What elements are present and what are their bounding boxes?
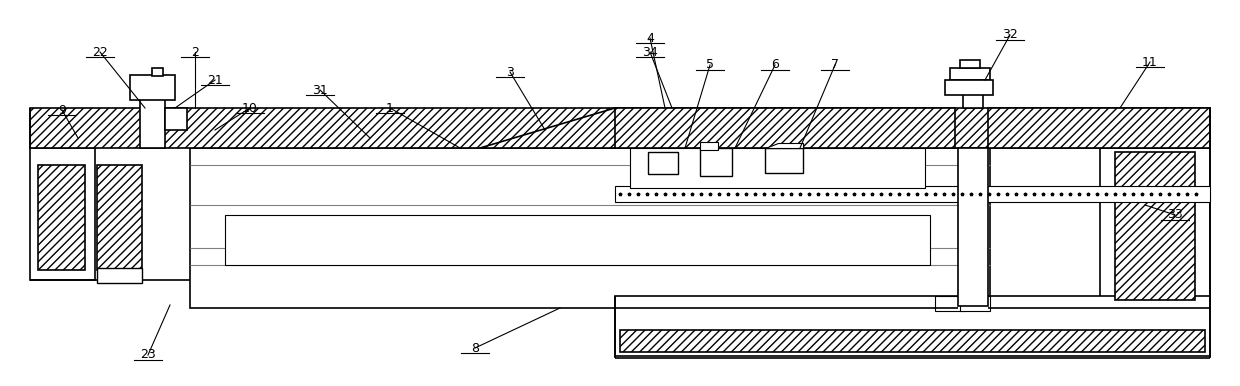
Text: 22: 22 [92,46,108,59]
Bar [701,148,732,176]
Text: 31: 31 [312,83,327,96]
Text: 6: 6 [771,59,779,71]
Bar [649,152,678,174]
Text: 4: 4 [646,32,653,44]
Text: 8: 8 [471,342,479,354]
Text: 5: 5 [706,59,714,71]
Bar [615,296,1210,356]
Bar [959,148,988,306]
Bar [630,148,925,188]
Text: 10: 10 [242,102,258,115]
Text: 23: 23 [140,349,156,362]
Text: 34: 34 [642,46,658,59]
Text: 2: 2 [191,46,198,59]
Bar [140,83,165,148]
Text: 9: 9 [58,103,66,117]
Bar [615,186,1210,202]
Bar [950,68,990,80]
Bar [620,330,1205,352]
Text: 7: 7 [831,59,839,71]
Bar [1115,152,1195,300]
Bar [960,60,980,68]
Bar [97,165,143,270]
Bar [130,75,175,100]
Bar [1100,148,1210,308]
Bar [224,215,930,265]
Polygon shape [480,108,620,148]
Polygon shape [765,143,804,148]
Bar [701,142,718,150]
Bar [153,68,162,76]
Bar [960,296,990,311]
Bar [945,80,993,95]
Bar [165,108,187,130]
Bar [988,108,1210,148]
Bar [615,108,955,148]
Bar [97,268,143,283]
Bar [935,296,965,311]
Bar [190,148,990,308]
Text: 1: 1 [386,102,394,115]
Text: 33: 33 [1167,208,1183,222]
Bar [963,80,983,108]
Bar [38,165,86,270]
Text: 32: 32 [1002,29,1018,42]
Text: 11: 11 [1142,56,1158,68]
Bar [765,148,804,173]
Text: 3: 3 [506,66,513,78]
Bar [30,108,1210,148]
Bar [30,148,95,280]
Text: 21: 21 [207,73,223,86]
